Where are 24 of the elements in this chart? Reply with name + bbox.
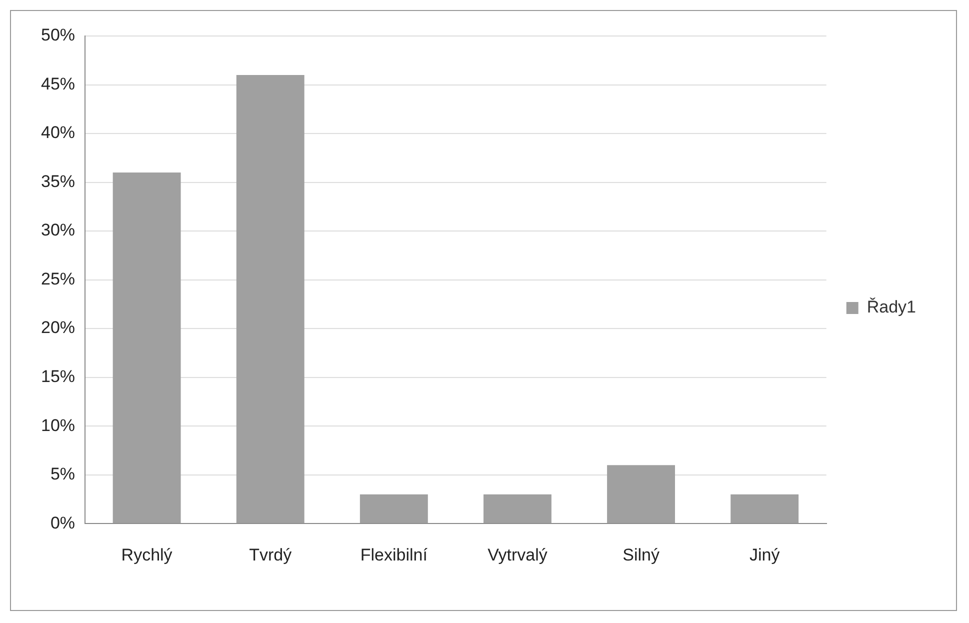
bar (607, 465, 676, 524)
x-tick-label: Vytrvalý (488, 545, 548, 564)
x-tick-label: Jiný (749, 545, 780, 564)
bar (483, 494, 552, 524)
legend-label: Řady1 (866, 298, 916, 317)
x-tick-label: Rychlý (121, 545, 173, 564)
y-tick-label: 0% (50, 513, 76, 532)
y-tick-label: 50% (40, 26, 76, 45)
y-tick-label: 35% (40, 172, 76, 191)
bar (236, 75, 304, 524)
y-tick-label: 10% (40, 416, 76, 435)
x-tick-label: Flexibilní (360, 545, 428, 564)
x-tick-label: Tvrdý (249, 545, 292, 564)
y-tick-label: 20% (40, 318, 76, 338)
y-tick-label: 45% (40, 74, 76, 94)
bar (730, 494, 799, 524)
y-tick-label: 40% (40, 123, 76, 142)
y-tick-label: 5% (50, 464, 76, 484)
y-tick-label: 25% (40, 269, 76, 288)
x-tick-label: Silný (622, 545, 660, 564)
y-tick-label: 30% (40, 220, 76, 240)
y-tick-label: 15% (40, 367, 76, 386)
bar (360, 494, 428, 524)
bar (112, 172, 181, 524)
